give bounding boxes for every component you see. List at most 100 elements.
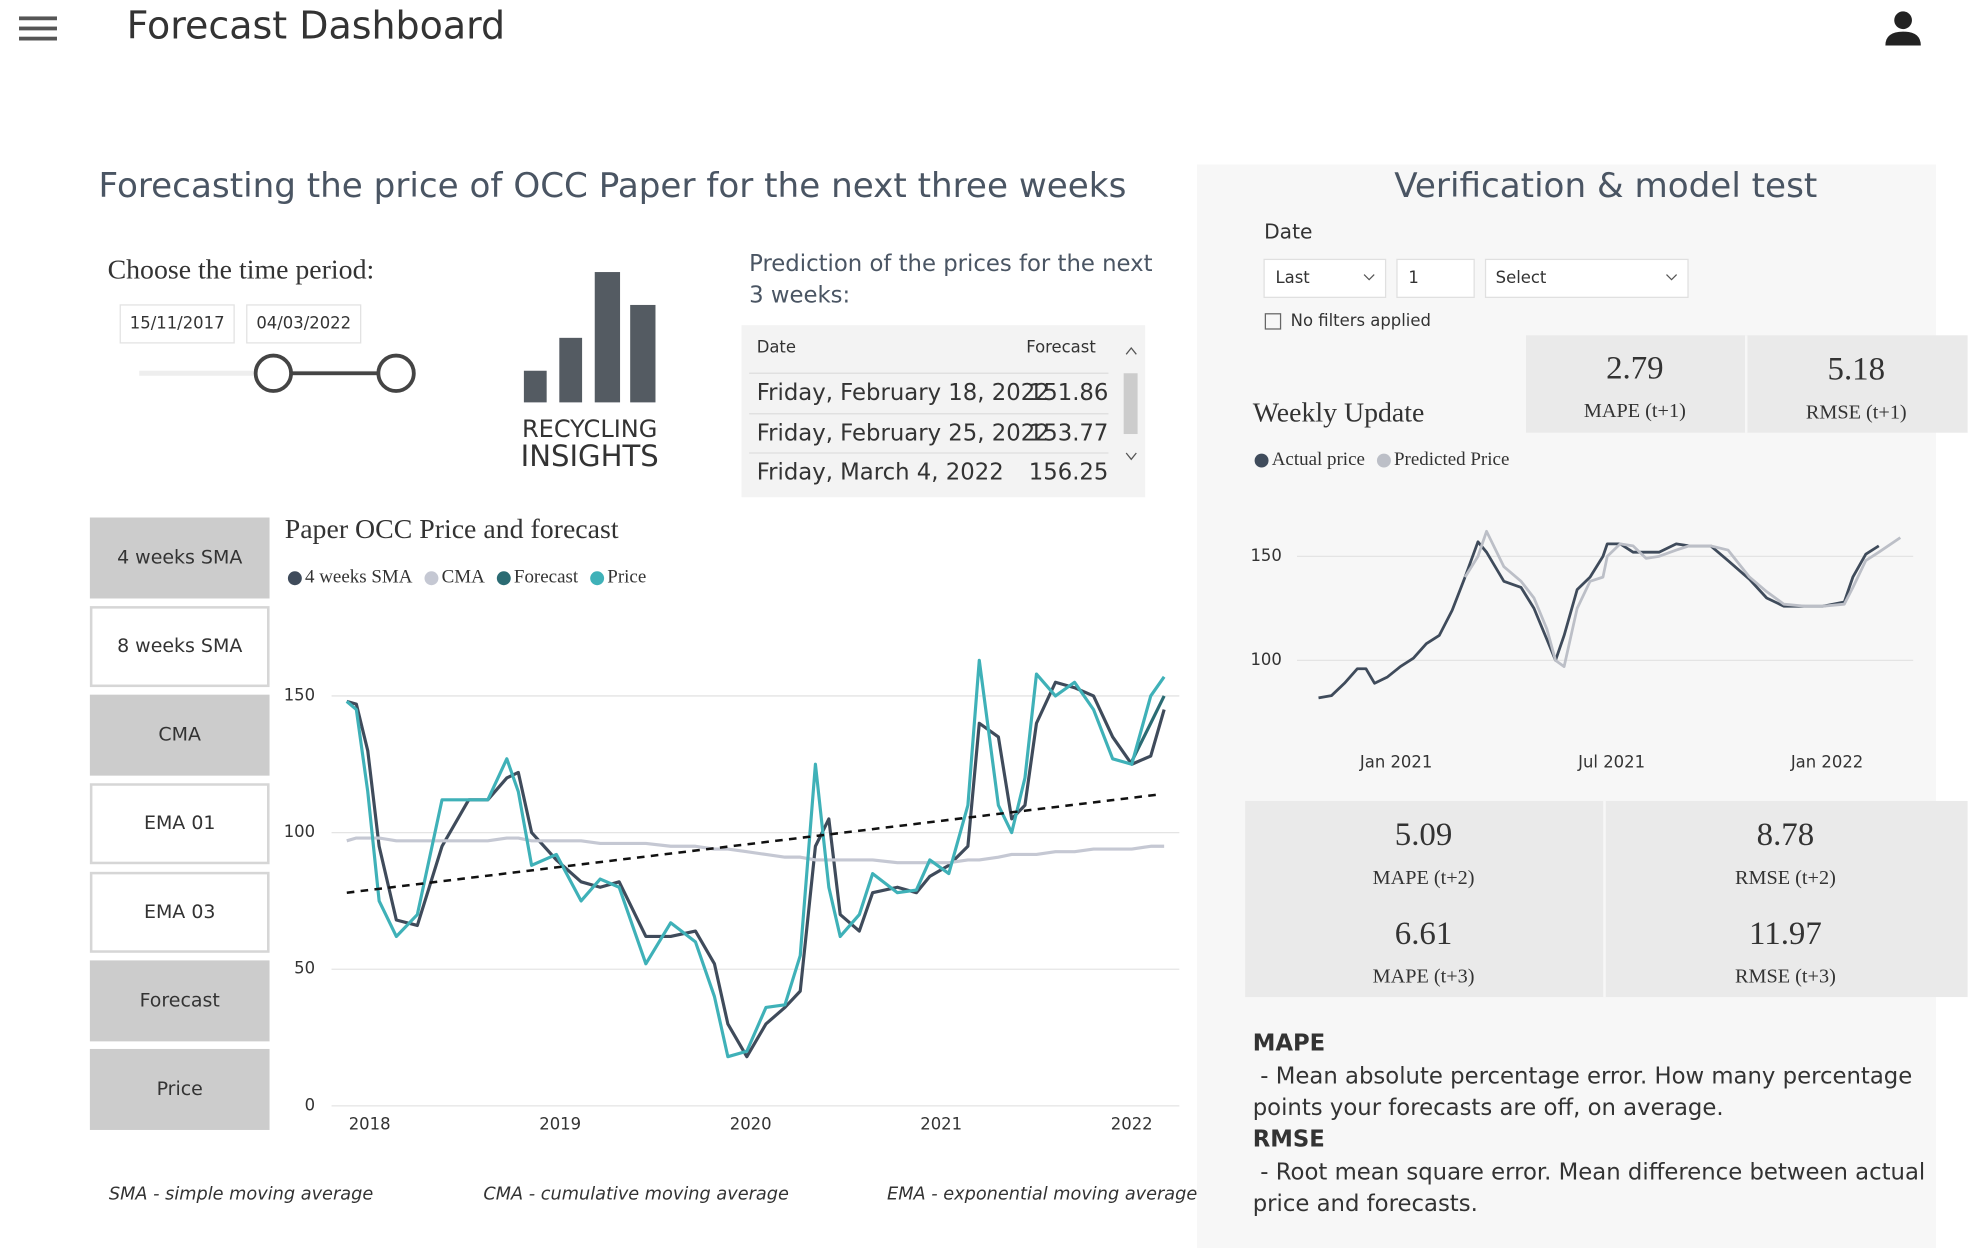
- x-tick-label: Jan 2021: [1359, 752, 1432, 771]
- series-line: [346, 836, 1165, 865]
- legend-label: Actual price: [1272, 449, 1365, 470]
- table-cell: 153.77: [1029, 421, 1109, 447]
- definition-term: RMSE: [1253, 1127, 1325, 1153]
- metric-label: MAPE (t+2): [1373, 867, 1475, 889]
- button-label: Forecast: [140, 989, 220, 1011]
- definition-text: - Mean absolute percentage error. How ma…: [1260, 1063, 1912, 1089]
- legend-label: Forecast: [514, 567, 579, 588]
- chart-title: Weekly Update: [1253, 397, 1425, 428]
- logo-text: RECYCLING: [522, 415, 657, 443]
- y-tick-label: 150: [1250, 546, 1281, 565]
- user-icon[interactable]: [1885, 11, 1921, 46]
- slider-handle[interactable]: [376, 353, 416, 393]
- table-cell: Friday, February 25, 2022: [757, 421, 1050, 447]
- y-tick-label: 0: [305, 1095, 315, 1114]
- button-label: EMA 03: [144, 901, 216, 923]
- definition-term: MAPE: [1253, 1030, 1326, 1056]
- button-label: EMA 01: [144, 812, 216, 834]
- x-tick-label: Jul 2021: [1577, 752, 1645, 771]
- legend-marker: [590, 571, 605, 586]
- button-label: 4 weeks SMA: [117, 547, 242, 569]
- footnote: SMA - simple moving average: [109, 1184, 373, 1204]
- legend-marker: [424, 571, 439, 586]
- metric-value: 5.18: [1828, 352, 1886, 388]
- metric-value: 8.78: [1757, 817, 1815, 853]
- toggle-button[interactable]: [89, 960, 270, 1042]
- y-tick-label: 100: [284, 822, 315, 841]
- definition-text: - Root mean square error. Mean differenc…: [1260, 1159, 1925, 1185]
- series-line: [345, 658, 1166, 1059]
- metric-label: MAPE (t+3): [1373, 966, 1475, 988]
- unit-value: Select: [1496, 268, 1547, 287]
- chevron: [1363, 274, 1375, 281]
- scroll-arrows[interactable]: [1125, 346, 1137, 461]
- legend-label: 4 weeks SMA: [305, 567, 413, 588]
- button-label: 8 weeks SMA: [117, 635, 242, 657]
- start-date: 15/11/2017: [130, 313, 225, 332]
- scrollbar[interactable]: [1123, 373, 1138, 435]
- y-tick-label: 100: [1250, 650, 1281, 669]
- metric-value: 11.97: [1749, 916, 1822, 952]
- legend-marker: [287, 571, 302, 586]
- period-label: Choose the time period:: [108, 254, 375, 285]
- metric-label: RMSE (t+1): [1806, 401, 1907, 423]
- series-line: [1318, 540, 1880, 700]
- series-line: [1463, 529, 1902, 668]
- metric-label: RMSE (t+2): [1735, 867, 1836, 889]
- legend-label: Predicted Price: [1394, 449, 1509, 470]
- y-tick-label: 150: [284, 685, 315, 704]
- button-label: CMA: [158, 724, 201, 746]
- legend-label: CMA: [442, 567, 486, 588]
- panel-title: Forecasting the price of OCC Paper for t…: [99, 166, 1127, 206]
- legend-marker: [1254, 453, 1269, 468]
- unit-dropdown[interactable]: [1484, 258, 1689, 298]
- definition-text: price and forecasts.: [1253, 1191, 1478, 1217]
- end-date: 04/03/2022: [256, 313, 351, 332]
- end-date-box[interactable]: [246, 304, 362, 344]
- x-tick-label: 2019: [539, 1114, 581, 1133]
- count-input[interactable]: [1396, 258, 1475, 298]
- period-dropdown[interactable]: [1263, 258, 1387, 298]
- table-cell: Friday, February 18, 2022: [757, 380, 1050, 406]
- footnote: CMA - cumulative moving average: [483, 1184, 789, 1204]
- table-cell: 151.86: [1029, 380, 1109, 406]
- trend-line: [346, 793, 1161, 894]
- prediction-table: [741, 325, 1146, 498]
- menu-icon[interactable]: [19, 16, 57, 41]
- app-title: Forecast Dashboard: [127, 3, 506, 47]
- toggle-button[interactable]: [89, 606, 270, 688]
- prediction-title: Prediction of the prices for the next: [749, 251, 1153, 277]
- legend-marker: [496, 571, 511, 586]
- calendar-icon: [1264, 313, 1282, 330]
- metric-label: MAPE (t+1): [1584, 400, 1686, 422]
- x-tick-label: 2018: [349, 1114, 391, 1133]
- metric-value: 2.79: [1606, 350, 1664, 386]
- metric-box: [1245, 800, 1968, 998]
- legend-marker: [1376, 453, 1391, 468]
- legend-label: Price: [607, 567, 646, 588]
- column-header: Forecast: [1026, 337, 1096, 356]
- series-line: [346, 680, 1166, 1059]
- toggle-button[interactable]: [89, 694, 270, 776]
- toggle-button[interactable]: [89, 1048, 270, 1130]
- start-date-box[interactable]: [119, 304, 235, 344]
- panel-title: Verification & model test: [1394, 166, 1817, 206]
- toggle-button[interactable]: [89, 517, 270, 599]
- table-cell: 156.25: [1029, 460, 1109, 486]
- metric-value: 5.09: [1395, 817, 1453, 853]
- x-tick-label: Jan 2022: [1790, 752, 1863, 771]
- filter-label: Date: [1264, 219, 1312, 243]
- toggle-button[interactable]: [89, 783, 270, 865]
- filter-note: No filters applied: [1291, 311, 1431, 330]
- logo-text: INSIGHTS: [521, 439, 659, 473]
- series-line: [1130, 695, 1166, 763]
- x-tick-label: 2020: [730, 1114, 772, 1133]
- y-tick-label: 50: [294, 959, 315, 978]
- slider-handle[interactable]: [253, 353, 293, 393]
- column-header: Date: [757, 337, 796, 356]
- logo: [523, 272, 656, 403]
- count-value: 1: [1408, 268, 1418, 287]
- toggle-button[interactable]: [89, 871, 270, 953]
- prediction-title: 3 weeks:: [749, 283, 850, 309]
